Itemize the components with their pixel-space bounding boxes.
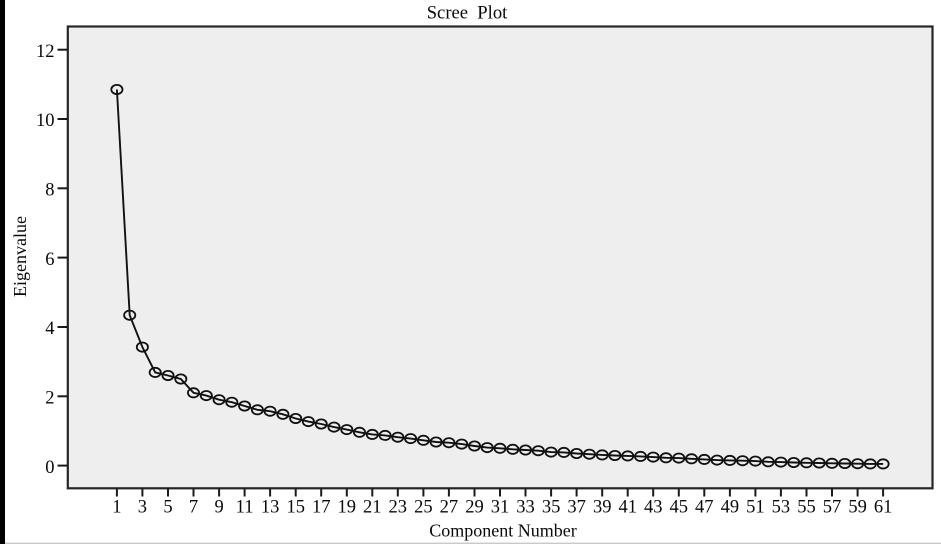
svg-text:61: 61 xyxy=(874,498,893,518)
svg-text:31: 31 xyxy=(491,498,510,518)
svg-text:55: 55 xyxy=(797,498,816,518)
svg-text:51: 51 xyxy=(746,498,765,518)
svg-text:19: 19 xyxy=(338,498,357,518)
svg-text:41: 41 xyxy=(618,498,637,518)
svg-text:Eigenvalue: Eigenvalue xyxy=(10,216,30,297)
svg-text:15: 15 xyxy=(286,498,305,518)
svg-text:11: 11 xyxy=(236,498,254,518)
svg-text:7: 7 xyxy=(189,498,198,518)
svg-text:17: 17 xyxy=(312,498,331,518)
svg-text:13: 13 xyxy=(261,498,280,518)
svg-text:Component Number: Component Number xyxy=(429,521,576,541)
svg-text:43: 43 xyxy=(644,498,663,518)
svg-text:5: 5 xyxy=(163,498,172,518)
svg-text:35: 35 xyxy=(542,498,561,518)
svg-text:6: 6 xyxy=(45,250,54,270)
svg-text:39: 39 xyxy=(593,498,612,518)
svg-text:27: 27 xyxy=(440,498,459,518)
svg-text:3: 3 xyxy=(138,498,147,518)
svg-text:23: 23 xyxy=(389,498,408,518)
svg-text:57: 57 xyxy=(823,498,842,518)
svg-text:37: 37 xyxy=(567,498,586,518)
svg-text:8: 8 xyxy=(45,181,54,201)
svg-text:2: 2 xyxy=(45,389,54,409)
svg-text:53: 53 xyxy=(772,498,791,518)
svg-text:1: 1 xyxy=(112,498,121,518)
svg-text:49: 49 xyxy=(721,498,740,518)
svg-text:59: 59 xyxy=(848,498,867,518)
svg-text:12: 12 xyxy=(36,42,55,62)
svg-text:21: 21 xyxy=(363,498,382,518)
svg-text:33: 33 xyxy=(516,498,535,518)
svg-text:47: 47 xyxy=(695,498,714,518)
svg-text:25: 25 xyxy=(414,498,433,518)
svg-text:10: 10 xyxy=(36,111,55,131)
svg-text:Scree Plot: Scree Plot xyxy=(427,3,508,24)
svg-text:29: 29 xyxy=(465,498,484,518)
svg-text:4: 4 xyxy=(45,319,54,339)
svg-text:9: 9 xyxy=(214,498,223,518)
svg-text:0: 0 xyxy=(45,458,54,478)
svg-text:45: 45 xyxy=(670,498,689,518)
